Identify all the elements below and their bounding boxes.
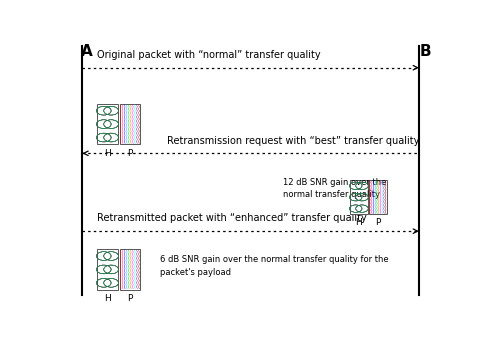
Text: P: P — [375, 218, 381, 227]
Text: H: H — [356, 218, 362, 227]
Text: 6 dB SNR gain over the normal transfer quality for the
packet's payload: 6 dB SNR gain over the normal transfer q… — [160, 255, 389, 277]
Text: Retransmission request with “best” transfer quality: Retransmission request with “best” trans… — [167, 135, 419, 146]
Text: H: H — [104, 294, 111, 303]
Text: P: P — [127, 149, 132, 158]
Bar — [369, 180, 386, 214]
Bar — [97, 104, 118, 144]
Bar — [120, 249, 140, 289]
Text: Original packet with “normal” transfer quality: Original packet with “normal” transfer q… — [97, 50, 321, 60]
Bar — [120, 104, 140, 144]
Text: H: H — [104, 149, 111, 158]
Bar — [97, 249, 118, 289]
Bar — [350, 180, 368, 214]
Text: 12 dB SNR gain over the
normal transfer quality: 12 dB SNR gain over the normal transfer … — [283, 178, 386, 199]
Text: P: P — [127, 294, 132, 303]
Text: A: A — [81, 44, 92, 59]
Text: B: B — [420, 44, 432, 59]
Text: Retransmitted packet with “enhanced” transfer quality: Retransmitted packet with “enhanced” tra… — [97, 213, 367, 223]
